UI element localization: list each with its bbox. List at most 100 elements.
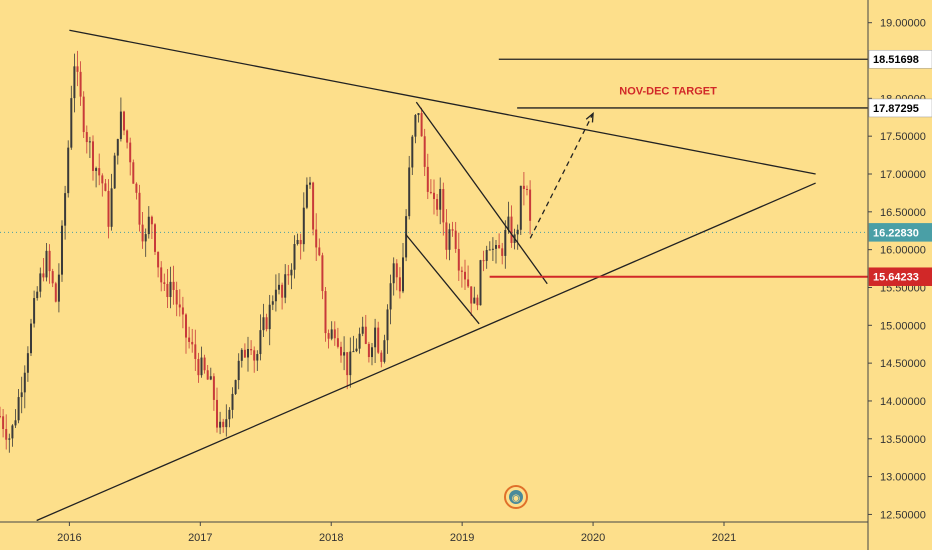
price-tag: 16.22830 (868, 223, 932, 242)
candle-body (95, 168, 98, 171)
candle-body (181, 307, 184, 315)
candle-body (355, 348, 358, 352)
x-tick-label: 2016 (57, 532, 81, 544)
candle-body (389, 283, 392, 310)
candle-body (315, 229, 318, 248)
candle-body (296, 239, 299, 245)
candle-body (20, 392, 23, 398)
candle-body (259, 330, 262, 355)
y-tick-label: 15.00000 (880, 320, 926, 332)
candle-body (216, 399, 218, 428)
y-tick-label: 16.00000 (880, 245, 926, 257)
candle-body (352, 351, 355, 353)
candle-body (439, 189, 442, 210)
candle-body (290, 269, 293, 276)
candle-body (194, 344, 197, 359)
candle-body (191, 341, 194, 345)
candle-body (383, 340, 386, 362)
candle-body (247, 349, 249, 358)
x-tick-label: 2021 (712, 532, 736, 544)
candle-body (479, 260, 482, 306)
candle-body (529, 189, 532, 221)
price-tag-label: 15.64233 (873, 272, 919, 284)
candle-body (160, 267, 163, 283)
channel-lower-line (405, 234, 480, 325)
candle-body (67, 147, 70, 194)
candle-body (467, 279, 470, 287)
annotation-label: NOV-DEC TARGET (619, 86, 717, 98)
candle-body (367, 343, 370, 358)
candle-body (268, 304, 271, 330)
candle-body (402, 257, 404, 292)
candle-body (132, 162, 135, 184)
candle-body (234, 380, 237, 394)
candle-body (460, 270, 463, 272)
candle-body (209, 376, 212, 380)
candle-body (5, 429, 8, 440)
candle-body (318, 247, 321, 256)
candle-body (448, 229, 451, 250)
candle-body (281, 284, 284, 298)
candle-body (488, 249, 491, 251)
x-tick-label: 2017 (188, 532, 212, 544)
candle-body (222, 421, 225, 428)
price-tag: 18.51698 (868, 49, 932, 69)
lines-layer (36, 29, 868, 522)
triangle-upper-line (69, 29, 816, 175)
candle-body (392, 263, 395, 284)
candle-body (491, 248, 494, 250)
price-tag: 17.87295 (868, 98, 932, 118)
candle-body (274, 289, 277, 302)
price-tag-box (868, 223, 932, 242)
candle-body (138, 192, 141, 225)
candle-body (436, 199, 439, 210)
candle-body (126, 130, 129, 143)
candle-body (330, 329, 333, 339)
price-tag-box (868, 49, 932, 69)
candle-body (76, 66, 79, 72)
candle-body (231, 393, 234, 410)
candle-body (507, 216, 510, 230)
channel-upper-line (415, 101, 548, 285)
candle-body (11, 425, 14, 439)
y-tick-label: 17.00000 (880, 169, 926, 181)
candle-body (98, 168, 101, 176)
candle-body (197, 358, 200, 376)
candle-body (253, 350, 256, 361)
candle-body (129, 142, 132, 163)
candle-body (361, 326, 364, 334)
candle-body (433, 192, 435, 200)
brand-logo[interactable]: ◉ (504, 485, 528, 509)
candle-body (470, 286, 473, 304)
candle-body (123, 111, 125, 131)
candle-body (442, 189, 445, 223)
candle-layer (0, 50, 532, 453)
candle-body (374, 327, 377, 348)
candle-body (150, 216, 153, 225)
candle-body (482, 260, 485, 262)
candle-body (386, 309, 389, 341)
candle-body (287, 274, 290, 276)
candle-body (206, 370, 209, 380)
candle-body (495, 245, 497, 249)
y-tick-label: 16.50000 (880, 207, 926, 219)
candle-body (104, 183, 107, 191)
candle-body (522, 185, 525, 189)
candle-body (212, 376, 215, 400)
candle-body (166, 283, 169, 298)
candle-body (504, 229, 507, 256)
candle-body (485, 250, 488, 261)
candle-body (305, 184, 308, 208)
candle-body (8, 438, 11, 440)
candle-body (175, 289, 178, 305)
candle-body (262, 317, 265, 331)
y-tick-label: 13.00000 (880, 472, 926, 484)
candle-body (154, 224, 156, 252)
candle-body (498, 245, 501, 249)
candle-body (225, 419, 228, 428)
candle-body (423, 136, 426, 167)
candle-body (324, 291, 327, 334)
candle-body (451, 229, 454, 231)
candle-body (457, 248, 460, 271)
